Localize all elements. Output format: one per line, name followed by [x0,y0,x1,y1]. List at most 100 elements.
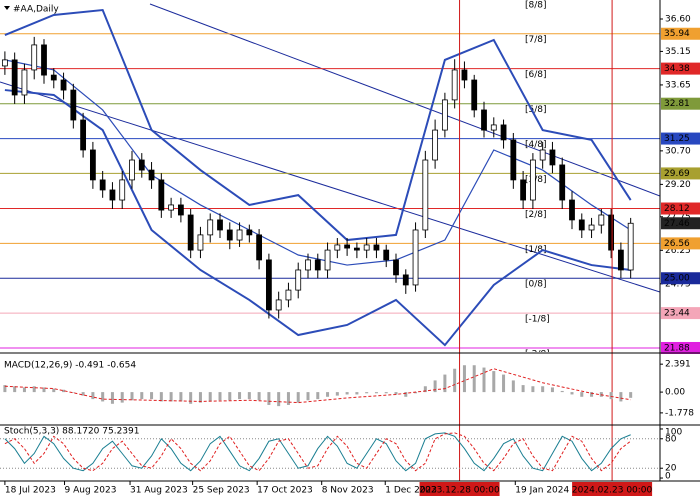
candle-body [187,214,194,251]
level-label: [5/8] [525,105,547,115]
candle-body [412,229,419,286]
x-tick-label: 18 Jul 2023 [5,486,56,496]
stoch-title: Stoch(5,3,3) 88.1720 75.2391 [4,427,139,437]
candle-body [373,244,380,251]
candle-body [588,224,595,231]
macd-bar [120,392,124,403]
candle-body [559,164,566,201]
candle-body [129,159,135,181]
price-tag-label: 27.46 [664,219,690,229]
vertical-line-label: 2024.02.23 00:00 [572,486,653,496]
level-tag [661,272,700,285]
macd-panel [3,365,633,407]
macd-bar [443,374,447,393]
candle-body [520,179,527,201]
macd-bar [550,387,554,393]
y-tick-label: 30.70 [665,146,691,156]
candle-body [314,259,321,271]
macd-bar [140,392,144,400]
candle-body [500,124,507,141]
macd-bar [296,392,300,403]
candle-body [393,259,399,276]
chart-title: #AA,Daily [13,5,59,15]
macd-bar [619,392,623,402]
price-panel: [8/8][7/8][6/8][5/8][4/8][3/8][2/8][1/8]… [0,0,660,352]
macd-bar [13,386,17,393]
candle-body [265,259,272,311]
candle-body [305,259,311,271]
y-tick-label: 2.391 [665,360,691,370]
x-tick-label: 19 Jan 2024 [515,486,569,496]
macd-bar [3,385,7,393]
level-tag-label: 28.12 [664,204,690,214]
trend-line [0,81,660,293]
macd-bar [238,392,242,400]
candle-body [138,159,145,171]
macd-bar [189,392,193,404]
macd-bar [335,392,339,396]
level-tag-label: 21.88 [664,343,690,353]
level-tag [661,341,700,354]
level-tag [661,237,700,250]
candle-body [31,44,38,71]
level-label: [2/8] [525,210,547,220]
y-tick-label: 26.25 [665,246,691,256]
macd-bar [81,392,85,396]
x-tick-label: 9 Aug 2023 [65,486,117,496]
level-tag [661,202,700,215]
level-tag [661,132,700,145]
macd-bar [228,392,232,401]
macd-bar [52,388,56,393]
candle-body [21,69,28,96]
macd-bar [482,367,486,393]
macd-bar [404,392,408,397]
vertical-line-tag [572,482,653,496]
candle-body [451,69,458,101]
macd-bar [150,392,154,400]
candle-body [569,199,575,221]
level-label: [-1/8] [525,315,550,325]
candle-body [109,189,116,201]
y-tick-label: 29.20 [665,180,691,190]
macd-bar [130,392,134,401]
level-tag-label: 32.81 [664,99,690,109]
candle-body [363,244,370,251]
y-tick-label: 0 [665,472,671,482]
x-tick-label: 31 Aug 2023 [130,486,188,496]
candle-body [226,229,233,241]
macd-bar [541,386,545,393]
level-tag [661,62,700,75]
candle-body [578,219,585,231]
candle-body [627,222,634,271]
candle-body [41,44,47,76]
candle-body [549,149,556,166]
candle-body [441,99,448,131]
macd-bar [453,368,457,393]
macd-bar [433,380,437,393]
level-label: [8/8] [525,0,547,10]
macd-bar [384,392,388,394]
menu-triangle[interactable] [4,6,10,10]
candle-body [70,89,77,121]
x-tick-label: 17 Oct 2023 [257,486,313,496]
y-tick-label: 24.75 [665,279,691,289]
candle-body [50,74,57,81]
macd-title: MACD(12,26,9) -0.491 -0.654 [4,361,136,371]
macd-bar [179,392,183,402]
candle-body [344,244,351,249]
candle-body [471,79,478,111]
candle-body [334,244,341,251]
level-tag-label: 34.38 [664,64,690,74]
macd-bar [590,392,594,397]
macd-bar [208,392,212,402]
bollinger-lower [4,89,631,347]
level-tag-label: 35.94 [664,29,690,39]
level-label: [6/8] [525,70,547,80]
candle-body [324,249,331,271]
level-tag [661,27,700,40]
candle-body [461,69,468,81]
y-tick-label: -1.778 [665,408,694,418]
macd-bar [560,390,564,393]
level-label: [0/8] [525,280,547,290]
